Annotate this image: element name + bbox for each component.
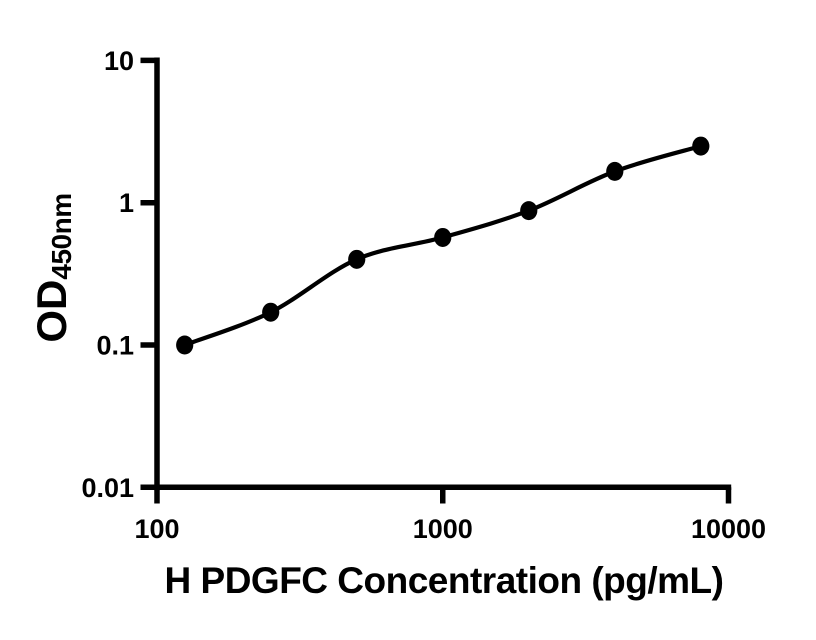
data-point-marker [348, 249, 366, 269]
data-point-marker [434, 227, 452, 247]
data-point-marker [520, 201, 538, 221]
x-tick-label: 1000 [413, 514, 473, 544]
series-layer [176, 136, 710, 355]
y-tick-label: 0.01 [81, 473, 134, 503]
y-axis-title-subscript: 450nm [46, 193, 77, 280]
data-point-marker [606, 161, 624, 181]
x-tick-label: 10000 [691, 514, 766, 544]
y-tick-label: 0.1 [96, 331, 134, 361]
y-axis-title: OD450nm [28, 193, 77, 343]
ticks-layer [140, 57, 732, 504]
x-axis-title: H PDGFC Concentration (pg/mL) [164, 560, 724, 601]
data-point-marker [262, 302, 280, 322]
x-tick-label: 100 [134, 514, 179, 544]
data-point-marker [176, 335, 194, 355]
y-axis-title-main: OD [28, 279, 75, 343]
axes-layer [154, 57, 732, 491]
y-tick-label: 1 [119, 188, 134, 218]
data-point-marker [692, 136, 710, 156]
y-tick-label: 10 [104, 46, 134, 76]
